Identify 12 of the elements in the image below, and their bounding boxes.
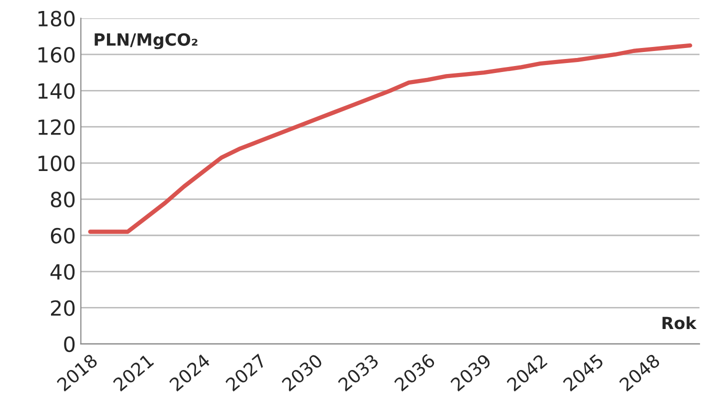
y-tick-label: 40	[50, 264, 75, 280]
y-tick-label: 0	[64, 336, 75, 352]
y-tick-label: 180	[38, 10, 75, 27]
y-tick-label: 160	[38, 46, 75, 63]
y-tick-label: 140	[38, 83, 75, 99]
y-tick-label: 60	[50, 228, 75, 244]
x-axis-title: Rok	[662, 316, 697, 330]
y-tick-label: 100	[38, 155, 75, 172]
y-tick-label: 20	[51, 300, 75, 316]
y-tick-label: 80	[50, 192, 75, 208]
y-tick-label: 120	[38, 119, 75, 136]
y-axis-title: PLN/MgCO₂	[94, 33, 198, 50]
